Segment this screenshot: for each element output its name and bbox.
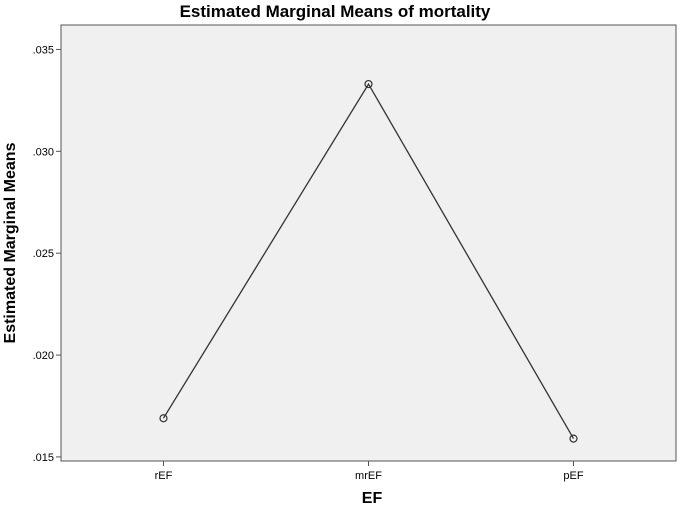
x-tick-label: rEF (155, 470, 173, 482)
data-points (159, 79, 578, 443)
data-point-pEF (569, 434, 578, 443)
data-point-mrEF (364, 79, 373, 89)
x-axis-title: EF (362, 490, 383, 507)
y-tick-label: .025 (33, 248, 54, 260)
data-point-rEF (159, 414, 168, 423)
y-tick-label: .035 (33, 44, 54, 56)
x-axis: rEF mrEF pEF (155, 461, 584, 482)
y-tick-label: .015 (33, 452, 54, 464)
y-tick-label: .030 (33, 146, 54, 158)
series-line (162, 82, 575, 439)
chart-title: Estimated Marginal Means of mortality (180, 2, 491, 21)
x-tick-label: pEF (563, 470, 583, 482)
x-tick-label: mrEF (355, 470, 382, 482)
y-axis-title: Estimated Marginal Means (2, 142, 19, 343)
y-axis: .015 .020 .025 .030 .035 (33, 44, 61, 464)
plot-area (60, 24, 677, 462)
y-tick-label: .020 (33, 350, 54, 362)
